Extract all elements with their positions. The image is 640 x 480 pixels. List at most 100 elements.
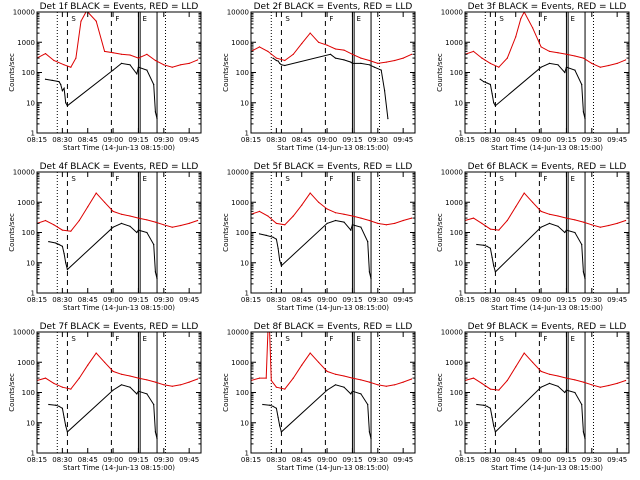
x-tick-label: 09:00 bbox=[103, 136, 123, 144]
black-data-point bbox=[564, 391, 566, 394]
region-label: E bbox=[356, 175, 360, 183]
y-tick-label: 100 bbox=[22, 69, 35, 77]
red-data-point bbox=[163, 224, 165, 226]
red-series-line bbox=[465, 352, 626, 391]
region-label: F bbox=[543, 335, 547, 343]
region-label: E bbox=[570, 335, 574, 343]
red-data-point bbox=[180, 384, 182, 386]
red-data-point bbox=[591, 224, 593, 226]
red-data-point bbox=[616, 222, 618, 224]
x-axis-label: Start Time (14-Jun-13 08:15:00) bbox=[277, 144, 389, 152]
red-data-point bbox=[104, 361, 106, 363]
y-tick-label: 1000 bbox=[445, 39, 463, 47]
plot-frame bbox=[464, 171, 630, 294]
y-tick-label: 10000 bbox=[13, 169, 35, 177]
red-data-point bbox=[343, 375, 345, 377]
black-data-point bbox=[557, 64, 559, 66]
red-data-point bbox=[489, 228, 491, 230]
plot-frame bbox=[464, 331, 630, 454]
black-data-point bbox=[58, 81, 60, 83]
x-tick-label: 08:15 bbox=[241, 136, 261, 144]
red-data-point bbox=[472, 50, 475, 53]
red-series-line bbox=[37, 352, 198, 390]
red-data-point bbox=[565, 53, 568, 55]
y-axis-label: Counts/sec bbox=[436, 213, 444, 252]
black-data-point bbox=[279, 425, 281, 427]
red-data-point bbox=[608, 384, 610, 387]
black-data-point bbox=[137, 229, 139, 231]
red-data-point bbox=[557, 375, 559, 377]
plot-area bbox=[251, 172, 413, 293]
x-tick-label: 09:45 bbox=[607, 456, 627, 464]
red-data-point bbox=[112, 52, 114, 54]
red-data-point bbox=[120, 213, 123, 215]
red-data-point bbox=[334, 212, 337, 214]
black-data-point bbox=[489, 247, 491, 249]
red-data-point bbox=[360, 379, 362, 381]
red-data-point bbox=[53, 382, 55, 384]
x-tick-label: 08:45 bbox=[292, 456, 312, 464]
plot-area bbox=[465, 332, 627, 453]
black-data-point bbox=[120, 62, 123, 64]
red-data-point bbox=[515, 36, 517, 38]
red-data-point bbox=[275, 386, 277, 388]
red-data-point bbox=[377, 384, 379, 386]
x-tick-label: 08:45 bbox=[506, 456, 526, 464]
panel-title: Det 3f BLACK = Events, RED = LLD bbox=[468, 2, 627, 12]
red-data-point bbox=[334, 48, 337, 50]
black-data-point bbox=[272, 405, 274, 407]
black-data-point bbox=[66, 268, 68, 271]
red-data-point bbox=[498, 389, 500, 391]
black-data-point bbox=[280, 265, 282, 267]
y-tick-label: 10 bbox=[240, 259, 249, 267]
y-tick-label: 1000 bbox=[231, 39, 249, 47]
panel-det-1: Det 1f BLACK = Events, RED = LLD S F E 1 10 10… bbox=[8, 2, 202, 152]
panel-title: Det 4f BLACK = Events, RED = LLD bbox=[40, 162, 199, 172]
y-tick-label: 1 bbox=[245, 290, 249, 298]
black-data-point bbox=[265, 234, 267, 236]
y-tick-label: 10 bbox=[26, 99, 35, 107]
plot-area bbox=[37, 172, 199, 293]
red-data-point bbox=[402, 57, 404, 59]
y-tick-label: 10 bbox=[240, 99, 249, 107]
red-data-point bbox=[532, 361, 534, 363]
x-tick-label: 09:00 bbox=[317, 136, 337, 144]
red-data-point bbox=[481, 222, 483, 224]
black-data-point bbox=[146, 69, 148, 71]
red-data-point bbox=[95, 352, 97, 354]
black-data-point bbox=[275, 407, 277, 409]
black-data-point bbox=[565, 229, 568, 231]
black-data-point bbox=[58, 405, 60, 407]
region-label: F bbox=[329, 175, 333, 183]
black-data-point bbox=[66, 431, 68, 433]
red-data-point bbox=[326, 44, 328, 46]
y-tick-label: 10 bbox=[240, 419, 249, 427]
region-label: S bbox=[71, 335, 76, 343]
black-data-point bbox=[565, 389, 568, 391]
y-axis-label: Counts/sec bbox=[8, 53, 16, 92]
black-data-point bbox=[548, 62, 551, 64]
x-tick-label: 09:30 bbox=[154, 456, 174, 464]
red-data-point bbox=[197, 59, 199, 61]
y-tick-label: 1 bbox=[31, 450, 35, 458]
y-tick-label: 100 bbox=[236, 229, 249, 237]
black-series-line bbox=[262, 384, 372, 439]
red-data-point bbox=[599, 66, 601, 68]
black-data-point bbox=[112, 69, 114, 71]
black-data-point bbox=[156, 438, 158, 440]
red-data-point bbox=[112, 370, 114, 372]
red-series-line bbox=[37, 192, 198, 232]
black-data-point bbox=[55, 242, 57, 244]
x-axis-label: Start Time (14-Jun-13 08:15:00) bbox=[63, 304, 175, 312]
x-axis-label: Start Time (14-Jun-13 08:15:00) bbox=[63, 464, 175, 472]
red-data-point bbox=[520, 18, 522, 20]
red-data-point bbox=[351, 215, 353, 217]
x-tick-label: 08:30 bbox=[52, 296, 72, 304]
region-label: E bbox=[356, 335, 360, 343]
black-data-point bbox=[277, 60, 279, 62]
red-series-line bbox=[37, 12, 198, 68]
y-axis-label: Counts/sec bbox=[222, 53, 230, 92]
x-axis-label: Start Time (14-Jun-13 08:15:00) bbox=[63, 144, 175, 152]
x-tick-label: 09:00 bbox=[317, 456, 337, 464]
red-data-point bbox=[70, 388, 72, 390]
